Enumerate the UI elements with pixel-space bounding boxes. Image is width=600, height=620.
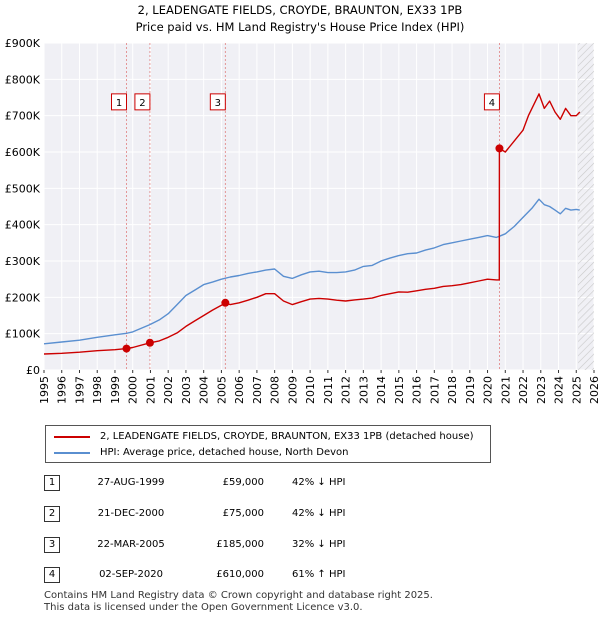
legend-label-hpi: HPI: Average price, detached house, Nort…: [100, 447, 349, 458]
sale-2-label-box: [134, 93, 151, 111]
x-tick-label: 2011: [322, 376, 335, 404]
x-tick-label: 2007: [251, 376, 264, 404]
x-tick-label: 2020: [482, 376, 495, 404]
x-tick-label: 2001: [144, 376, 157, 404]
x-tick-label: 2005: [215, 376, 228, 404]
x-tick-label: 1996: [56, 376, 69, 404]
x-tick-label: 2018: [446, 376, 459, 404]
x-tick-label: 2002: [162, 376, 175, 404]
sale-price: £610,000: [216, 569, 264, 580]
y-tick-label: £0: [26, 364, 40, 377]
sale-hpi-diff: 42% ↓ HPI: [292, 508, 346, 519]
sale-price: £59,000: [222, 477, 264, 488]
sale-number: 3: [44, 537, 60, 553]
sale-3-label-box: [209, 93, 226, 111]
hpi-line: [43, 198, 580, 345]
series: [43, 93, 581, 355]
property-line: [43, 93, 581, 355]
x-tick-label: 2010: [304, 376, 317, 404]
x-tick-label: 2009: [286, 376, 299, 404]
x-tick-label: 2017: [428, 376, 441, 404]
sale-3-marker: [221, 298, 230, 307]
chart-title-main: 2, LEADENGATE FIELDS, CROYDE, BRAUNTON, …: [137, 3, 463, 17]
x-tick-label: 2024: [553, 376, 566, 404]
y-tick-label: £500K: [5, 182, 41, 195]
sale-hpi-diff: 61% ↑ HPI: [292, 569, 346, 580]
sale-2-marker: [145, 338, 154, 347]
x-tick-label: 2023: [535, 376, 548, 404]
sale-price: £75,000: [222, 508, 264, 519]
sale-number: 4: [44, 567, 60, 583]
sale-vlines: [126, 43, 500, 370]
x-tick-label: 2008: [269, 376, 282, 404]
sale-1-label: 1: [116, 98, 122, 109]
x-tick-label: 2026: [588, 376, 600, 404]
y-tick-label: £800K: [5, 73, 41, 86]
sale-labels: 1 2 3 4: [111, 93, 500, 111]
sale-hpi-diff: 42% ↓ HPI: [292, 477, 346, 488]
footer-notice: Contains HM Land Registry data © Crown c…: [44, 590, 433, 614]
y-tick-label: £700K: [5, 110, 41, 123]
sale-2-label: 2: [139, 98, 145, 109]
sale-4-label-box: [483, 93, 500, 111]
hatch-area: [578, 43, 594, 370]
y-tick-label: £600K: [5, 146, 41, 159]
chart-title: 2, LEADENGATE FIELDS, CROYDE, BRAUNTON, …: [0, 2, 600, 36]
x-tick-label: 2000: [127, 376, 140, 404]
axes: £0 £100K £200K £300K £400K £500K £600K £700K £80…: [5, 37, 600, 404]
sale-1-label-box: [111, 93, 127, 111]
sale-date: 27-AUG-1999: [97, 477, 165, 488]
sale-markers: [122, 144, 504, 353]
y-tick-label: £400K: [5, 219, 41, 232]
legend-label-property: 2, LEADENGATE FIELDS, CROYDE, BRAUNTON, …: [100, 431, 474, 442]
x-tick-label: 2003: [180, 376, 193, 404]
x-tick-label: 2022: [517, 376, 530, 404]
y-tick-label: £100K: [5, 328, 41, 341]
y-tick-label: £200K: [5, 291, 41, 304]
y-tick-label: £900K: [5, 37, 41, 50]
sale-3-label: 3: [215, 98, 221, 109]
x-tick-label: 2016: [411, 376, 424, 404]
grid: [43, 42, 595, 371]
sale-number: 2: [44, 506, 60, 522]
x-tick-label: 2004: [198, 376, 211, 404]
sale-1-marker: [122, 344, 131, 353]
sale-hpi-diff: 32% ↓ HPI: [292, 539, 346, 550]
x-tick-label: 2013: [357, 376, 370, 404]
chart-subtitle: Price paid vs. HM Land Registry's House …: [135, 20, 465, 34]
legend: 2, LEADENGATE FIELDS, CROYDE, BRAUNTON, …: [45, 425, 491, 463]
x-tick-label: 1995: [38, 376, 51, 404]
x-tick-label: 1998: [91, 376, 104, 404]
legend-swatch-property: [54, 436, 90, 438]
x-tick-label: 2012: [340, 376, 353, 404]
x-tick-label: 2019: [464, 376, 477, 404]
y-tick-label: £300K: [5, 255, 41, 268]
sale-price: £185,000: [216, 539, 264, 550]
sale-date: 22-MAR-2005: [97, 539, 165, 550]
footer-copyright: Contains HM Land Registry data © Crown c…: [44, 590, 433, 601]
x-tick-label: 2014: [375, 376, 388, 404]
sale-4-marker: [495, 144, 504, 153]
x-tick-label: 1997: [73, 376, 86, 404]
price-chart: 1 2 3 4 £0 £100K £200K £300K £400K £500K £600K £70…: [5, 37, 600, 404]
x-tick-label: 2006: [233, 376, 246, 404]
forecast-hatch: [578, 43, 594, 370]
x-tick-label: 2025: [570, 376, 583, 404]
footer-licence: This data is licensed under the Open Gov…: [44, 602, 363, 613]
sale-date: 21-DEC-2000: [97, 508, 165, 519]
x-tick-label: 1999: [109, 376, 122, 404]
sale-date: 02-SEP-2020: [99, 569, 163, 580]
sale-4-label: 4: [489, 98, 495, 109]
legend-swatch-hpi: [54, 452, 90, 454]
sale-number: 1: [44, 475, 60, 491]
x-tick-label: 2021: [499, 376, 512, 404]
x-tick-label: 2015: [393, 376, 406, 404]
